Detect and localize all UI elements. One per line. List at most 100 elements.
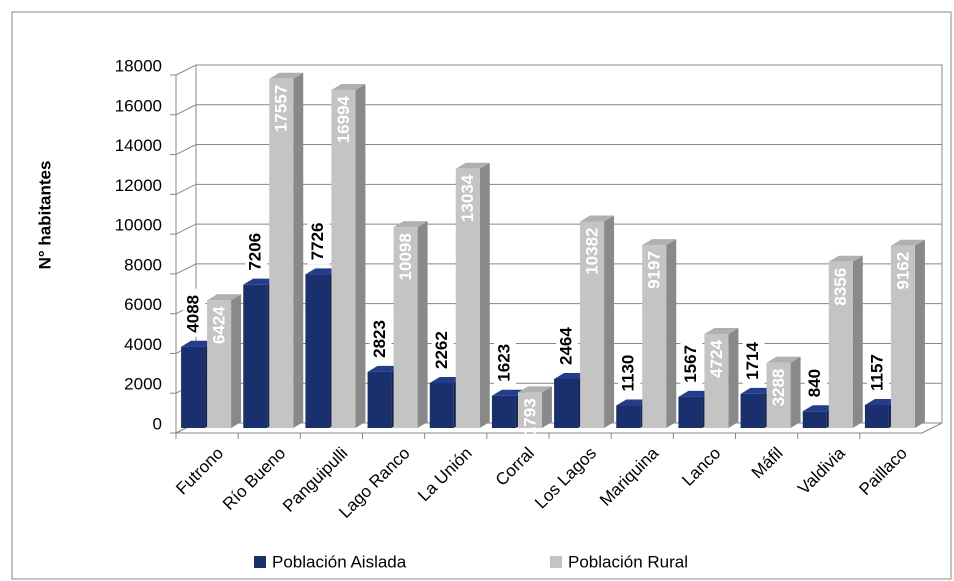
y-tick-label: 12000 [115,176,162,195]
y-tick-label: 6000 [124,295,162,314]
bar [828,255,863,428]
y-tick-label: 16000 [115,96,162,115]
bar [766,356,801,428]
data-label: 9197 [645,251,664,289]
bar-face [305,274,330,428]
bar-face [517,392,542,428]
bar-face [393,221,428,228]
data-label: 840 [805,369,824,397]
bar-face [678,396,703,428]
bar-face [479,162,490,428]
bar-face [331,84,366,91]
data-label: 1130 [619,355,638,392]
bar-face [604,215,615,428]
data-label: 8356 [831,268,850,306]
bar-face [642,245,667,428]
bar-face [517,386,552,393]
bar-face [790,356,801,428]
data-label-bg [245,226,268,275]
legend-label: Población Aislada [272,552,407,571]
bar-face [704,328,739,335]
bar [207,294,242,428]
data-label: 7206 [246,233,265,271]
bar-face [554,378,579,428]
data-label: 1567 [681,345,700,383]
bar [393,221,428,428]
bar-face [491,395,516,428]
bar-face [417,221,428,428]
bar [331,84,366,428]
bar-face [491,389,526,396]
y-tick-label: 8000 [124,255,162,274]
bar [642,239,677,428]
bar-face [802,411,827,428]
bar-face [864,404,889,428]
y-tick-label: 10000 [115,216,162,235]
grid-line [175,183,942,195]
data-label-bg [866,346,889,395]
y-tick-label: 18000 [115,56,162,75]
bar-face [852,255,863,428]
data-label: 10098 [396,233,415,280]
bar-face [331,90,356,428]
bar-face [740,387,775,394]
bar-face [293,72,304,428]
data-label: 10382 [583,228,602,275]
data-label: 13034 [458,174,477,222]
bar [269,72,304,428]
bar-face [642,239,677,246]
bar-face [367,371,392,428]
bar [890,239,925,428]
data-label: 2464 [557,327,576,365]
data-label-bg [431,325,454,374]
data-label: 17557 [272,85,291,132]
y-tick-label: 14000 [115,136,162,155]
bar-face [666,239,677,428]
bar-face [580,221,605,428]
bar [455,162,490,428]
data-label-bg [493,337,516,386]
bar-face [728,328,739,428]
data-label: 2823 [370,320,389,358]
bar-face [580,215,615,222]
data-label-bg [369,313,392,362]
data-label: 3288 [769,369,788,407]
grid-line [175,104,942,116]
bar-face [802,405,837,412]
bar-face [541,386,552,428]
data-label: 4088 [184,295,203,333]
data-label-bg [742,335,765,384]
bar-face [678,390,713,397]
grid-line [175,64,942,76]
bar-face [554,372,589,379]
bar-face [828,255,863,262]
bar-face [207,300,232,428]
bar [517,386,552,428]
data-label: 1157 [867,354,886,391]
bar [580,215,615,428]
y-tick-label: 2000 [124,375,162,394]
grid-line [175,263,942,275]
bar-face [455,168,480,428]
data-label-bg [307,216,330,265]
bar-face [429,377,464,384]
bar-face [890,245,915,428]
y-tick-label: 0 [153,414,162,433]
data-label-bg [556,320,579,369]
bar-face [181,346,206,428]
bar-face [616,405,641,428]
bar-face [305,268,340,275]
data-label-bg [680,338,703,387]
bar-face [231,294,242,428]
bar-face [828,261,853,428]
bar-face [914,239,925,428]
bar-face [864,398,899,405]
data-label: 1623 [494,344,513,382]
bar-face [181,340,216,347]
data-label-bg [183,288,206,337]
bar-face [704,334,729,428]
bar-face [429,383,454,428]
bar-face [367,365,402,372]
data-label: 7726 [308,223,327,261]
bar-face [269,72,304,79]
